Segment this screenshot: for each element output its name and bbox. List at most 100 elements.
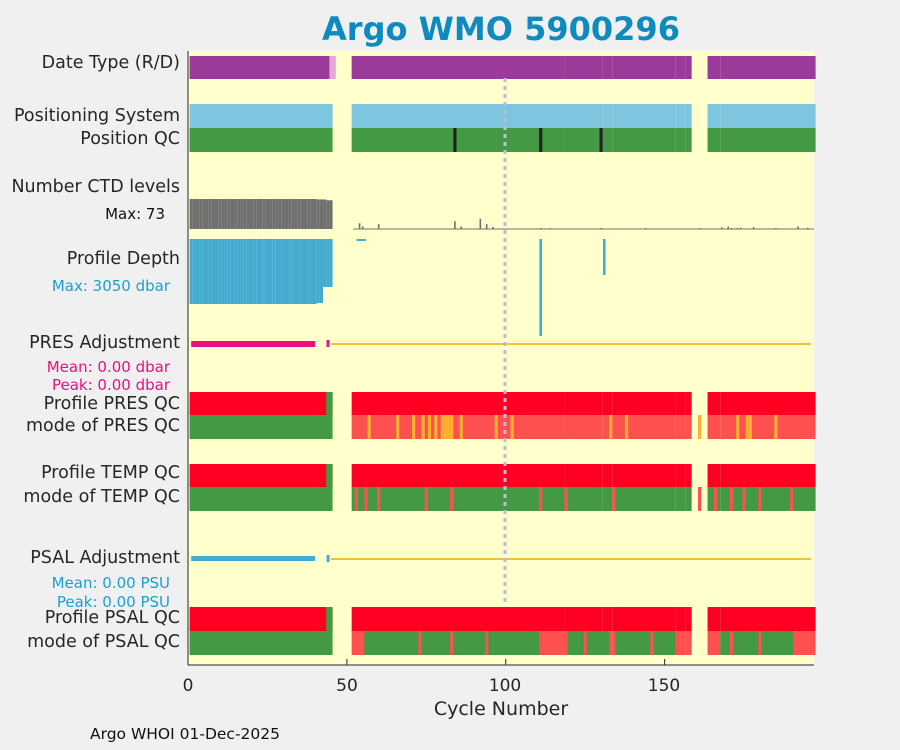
profile-depth-bar xyxy=(303,239,308,304)
ctd-level-bar xyxy=(797,226,799,229)
mode-pres-qc-flag xyxy=(443,415,447,439)
profile-pres-qc-bar xyxy=(675,392,686,415)
ctd-level-bar xyxy=(227,199,231,229)
mode-psal-qc-good xyxy=(421,631,451,655)
mode-temp-qc-bar xyxy=(602,487,613,511)
chart-marks xyxy=(189,56,816,655)
position-qc-bar xyxy=(675,128,686,152)
mode-temp-qc-bar xyxy=(720,487,816,511)
row-label-mode-psal-qc: mode of PSAL QC xyxy=(27,632,180,652)
profile-temp-qc-bar xyxy=(326,464,333,487)
ctd-level-bar xyxy=(600,228,602,229)
date-type-bar xyxy=(685,56,692,79)
profile-depth-bar xyxy=(211,239,216,304)
profile-depth-bar xyxy=(284,239,289,304)
ctd-level-bar xyxy=(326,200,330,229)
profile-depth-bar xyxy=(313,239,317,304)
ctd-level-bar xyxy=(727,226,730,229)
position-qc-bar xyxy=(189,128,333,152)
profile-depth-bar xyxy=(256,239,260,304)
ctd-level-bar xyxy=(218,199,222,229)
ctd-level-bar xyxy=(272,199,276,229)
mode-pres-qc-flag xyxy=(412,415,416,439)
mode-pres-qc-bar xyxy=(720,415,816,439)
mode-pres-qc-flag xyxy=(774,415,778,439)
ctd-level-bar xyxy=(224,199,228,229)
ctd-level-bar xyxy=(265,199,270,229)
mode-temp-qc-flag xyxy=(713,487,718,511)
profile-temp-qc-bar xyxy=(189,464,333,487)
pres-adj-bar xyxy=(326,340,330,347)
profile-temp-qc-bar xyxy=(685,464,692,487)
ctd-level-bar xyxy=(240,199,244,229)
ctd-level-bar xyxy=(192,199,196,229)
profile-depth-bar xyxy=(218,239,222,304)
ctd-level-bar xyxy=(294,199,298,229)
positioning-system-bar xyxy=(189,104,333,128)
mode-pres-qc-flag xyxy=(367,415,371,439)
ctd-level-bar xyxy=(358,223,361,229)
psal-adj-mean: Mean: 0.00 PSU xyxy=(51,574,170,592)
ctd-level-bar xyxy=(303,199,308,229)
profile-depth-bar xyxy=(221,239,225,304)
ctd-level-bar xyxy=(460,226,463,229)
mode-temp-qc-flag xyxy=(424,487,428,511)
mode-temp-qc-flag xyxy=(450,487,454,511)
row-label-mode-temp-qc: mode of TEMP QC xyxy=(23,487,180,507)
profile-depth-bar xyxy=(307,239,311,304)
profile-psal-qc-bar xyxy=(564,607,603,631)
profile-depth-bar xyxy=(208,239,212,304)
profile-psal-qc-bar xyxy=(189,607,333,631)
ctd-level-bar xyxy=(189,199,193,229)
profile-temp-qc-bar xyxy=(720,464,816,487)
date-type-bar xyxy=(612,56,676,79)
position-qc-bar xyxy=(720,128,816,152)
ctd-level-bar xyxy=(256,199,260,229)
psal-adj-bar xyxy=(191,556,316,561)
positioning-system-bar xyxy=(685,104,692,128)
profile-pres-qc-bar xyxy=(612,392,676,415)
position-qc-bar xyxy=(602,128,613,152)
profile-depth-bar xyxy=(300,239,304,304)
position-qc-bar xyxy=(707,128,721,152)
positioning-system-bar xyxy=(675,104,686,128)
positioning-system-bar xyxy=(545,104,565,128)
row-label-mode-pres-qc: mode of PRES QC xyxy=(25,416,180,436)
ctd-level-bar xyxy=(202,199,206,229)
position-qc-flag xyxy=(599,128,603,152)
ctd-level-bar xyxy=(479,218,482,229)
ctd-level-bar xyxy=(288,199,292,229)
profile-depth-bar xyxy=(234,239,238,304)
plot-background xyxy=(188,51,814,665)
date-type-delayed-bar xyxy=(329,56,336,79)
mode-temp-qc-flag xyxy=(377,487,381,511)
ctd-level-bar xyxy=(539,228,542,229)
ctd-level-bar xyxy=(730,228,733,229)
profile-psal-qc-bar xyxy=(685,607,692,631)
row-label-profile-temp-qc: Profile TEMP QC xyxy=(41,463,180,483)
mode-temp-qc-flag xyxy=(758,487,762,511)
mode-temp-qc-flag xyxy=(612,487,616,511)
mode-pres-qc-flag xyxy=(748,415,753,439)
profile-depth-bar xyxy=(224,239,228,304)
profile-pres-qc-bar xyxy=(326,392,333,415)
profile-depth-bar xyxy=(269,239,273,304)
profile-depth-bar xyxy=(329,239,333,287)
profile-temp-qc-bar xyxy=(602,464,613,487)
positioning-system-bar xyxy=(720,104,816,128)
ctd-level-bar xyxy=(313,199,317,229)
profile-depth-bar xyxy=(291,239,295,304)
mode-psal-qc-bar xyxy=(675,631,686,655)
mode-pres-qc-flag xyxy=(450,415,454,439)
ctd-level-bar xyxy=(454,221,456,229)
profile-depth-bar xyxy=(227,239,231,304)
positioning-system-bar xyxy=(602,104,613,128)
ctd-level-bar xyxy=(237,199,241,229)
mode-psal-qc-bar xyxy=(685,631,692,655)
mode-temp-qc-flag xyxy=(790,487,794,511)
ctd-level-bar xyxy=(740,227,742,229)
profile-psal-qc-bar xyxy=(675,607,686,631)
row-label-profile-psal-qc: Profile PSAL QC xyxy=(44,608,180,628)
mode-pres-qc-bar xyxy=(675,415,686,439)
mode-temp-qc-bar xyxy=(545,487,565,511)
